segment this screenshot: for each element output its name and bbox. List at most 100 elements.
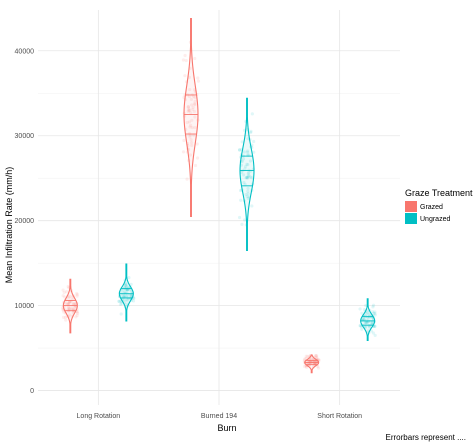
x-axis-ticks: Long Rotation Burned 194 Short Rotation [77,413,363,420]
jitter-point [61,288,65,292]
jitter-point [373,333,377,337]
jitter-point [187,120,192,124]
jitter-point [247,173,251,178]
x-axis-title: Burn [217,423,236,433]
jitter-point [248,175,252,179]
jitter-point [252,150,256,154]
jitter-point [188,125,192,129]
jitter-point [316,364,320,369]
jitter-point [248,159,253,163]
jitter-point [306,354,310,358]
jitter-point [316,366,321,370]
jitter-point [189,123,193,128]
jitter-point [314,354,318,358]
violin-ungrazed-long-rotation [117,263,136,322]
jitter-point [122,298,126,302]
jitter-point [64,318,68,322]
violin-outline [183,17,199,217]
jitter-point [182,138,186,143]
jitter-point [246,172,250,176]
legend-swatch [405,213,417,224]
jitter-point [121,289,125,293]
violin-grazed-long-rotation [61,278,80,334]
jitter-point [124,298,128,302]
jitter-point [67,305,71,309]
jitter-point [362,317,366,321]
jitter-point [303,364,307,369]
jitter-point [249,130,253,135]
x-tick-label: Short Rotation [317,413,362,420]
jitter-point [185,120,189,125]
jitter-point [63,301,68,305]
jitter-point [187,75,191,79]
jitter-point [191,107,195,112]
jitter-point [117,299,121,303]
jitter-point [246,149,250,153]
jitter-point [243,182,247,186]
jitter-point [249,129,253,133]
jitter-point [189,97,194,102]
jitter-point [188,153,193,157]
jitter-point [67,300,71,304]
jitter-point [314,354,319,358]
jitter-point [64,290,69,294]
jitter-point [373,310,377,314]
jitter-point [190,118,194,122]
jitter-point [195,142,199,146]
jitter-point [119,301,124,306]
jitter-point [305,365,309,369]
jitter-point [242,218,247,222]
jitter-point [373,324,377,328]
jitter-point [252,139,256,144]
jitter-point [365,320,370,324]
jitter-point [66,284,70,289]
jitter-point [124,283,128,287]
jitter-point [125,288,130,292]
violin-outline [118,263,134,322]
jitter-point [124,294,129,298]
jitter-point [361,317,365,322]
jitter-point [131,299,136,303]
jitter-point [244,192,248,197]
jitter-point [185,177,189,181]
jitter-point [75,291,79,296]
jitter-point [181,150,186,154]
jitter-point [303,357,307,361]
jitter-point [126,298,130,302]
jitter-point [196,76,200,80]
jitter-point [193,125,197,130]
jitter-point [371,303,376,307]
jitter-point [364,303,368,308]
jitter-point [73,305,77,310]
violin-ungrazed-short-rotation [358,298,377,341]
jitter-point [124,282,128,286]
jitter-point [186,105,191,109]
jitter-point [246,162,250,167]
jitter-point [61,294,65,298]
jitter-point [188,135,192,139]
jitter-point [365,320,369,324]
violin-ungrazed-burned-194 [237,97,256,251]
jitter-point [245,162,249,167]
violin-outline [360,298,376,341]
jitter-point [76,311,80,315]
jitter-point [250,176,254,180]
jitter-point [238,188,243,193]
jitter-point [358,324,362,328]
jitter-point [67,296,71,300]
jitter-point [250,112,254,116]
jitter-point [124,282,128,286]
jitter-point [181,58,186,62]
y-tick-label: 0 [30,388,34,395]
jitter-point [360,327,364,331]
jitter-point [187,107,191,111]
jitter-point [68,294,72,299]
jitter-point [237,148,242,152]
jitter-point [245,195,249,199]
jitter-point [65,302,69,306]
legend-title: Graze Treatment [405,188,473,198]
jitter-point [240,222,244,226]
jitter-point [371,310,375,314]
y-axis-title: Mean Infiltration Rate (mm/h) [4,167,14,284]
